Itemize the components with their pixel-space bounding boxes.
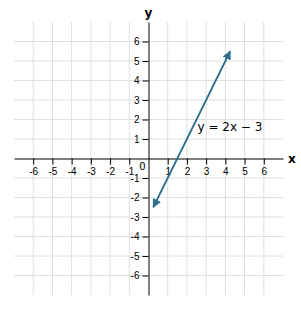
annotation: y = 2x − 3 bbox=[197, 120, 262, 134]
tick-mark bbox=[225, 159, 226, 165]
tick-label: 6 bbox=[134, 36, 140, 47]
tick-mark bbox=[206, 159, 207, 165]
tick-label: -5 bbox=[131, 251, 140, 262]
tick-label: 2 bbox=[134, 114, 140, 125]
tick-label: -3 bbox=[131, 212, 140, 223]
tick-mark bbox=[264, 159, 265, 165]
y-axis-title: y bbox=[145, 6, 153, 20]
tick: -3 bbox=[131, 212, 149, 223]
x-axis-title: x bbox=[288, 152, 296, 166]
tick: 5 bbox=[134, 56, 149, 67]
tick: -1 bbox=[131, 173, 149, 184]
tick-label: 3 bbox=[134, 95, 140, 106]
tick: -6 bbox=[131, 270, 149, 281]
tick-mark bbox=[143, 120, 149, 121]
axis-line bbox=[149, 23, 150, 296]
y-axis: -6 -5 -4 -3 -2 -1 1 2 3 4 5 6 bbox=[131, 23, 149, 296]
tick-label: 3 bbox=[204, 166, 210, 177]
tick-label: -3 bbox=[87, 166, 96, 177]
tick-label: 5 bbox=[242, 166, 248, 177]
tick: -4 bbox=[68, 159, 77, 177]
annotation: 0 bbox=[139, 161, 145, 172]
tick-label: 5 bbox=[134, 56, 140, 67]
tick: -5 bbox=[48, 159, 57, 177]
tick-label: -5 bbox=[48, 166, 57, 177]
tick-mark bbox=[33, 159, 34, 165]
tick: 1 bbox=[134, 134, 149, 145]
tick-label: 4 bbox=[223, 166, 229, 177]
tick-label: -4 bbox=[68, 166, 77, 177]
tick: 6 bbox=[262, 159, 268, 177]
tick-mark bbox=[245, 159, 246, 165]
tick: -6 bbox=[29, 159, 38, 177]
tick: -3 bbox=[87, 159, 96, 177]
tick-label: -6 bbox=[131, 270, 140, 281]
tick-mark bbox=[143, 81, 149, 82]
tick: -2 bbox=[131, 192, 149, 203]
grid bbox=[14, 22, 283, 295]
tick-label: -4 bbox=[131, 231, 140, 242]
tick: 2 bbox=[134, 114, 149, 125]
tick: 5 bbox=[242, 159, 248, 177]
tick-label: 1 bbox=[134, 134, 140, 145]
tick-label: 2 bbox=[185, 166, 191, 177]
tick-mark bbox=[143, 198, 149, 199]
tick-mark bbox=[143, 100, 149, 101]
tick-mark bbox=[143, 42, 149, 43]
tick: 3 bbox=[204, 159, 210, 177]
tick-mark bbox=[110, 159, 111, 165]
tick-mark bbox=[168, 159, 169, 165]
tick: 6 bbox=[134, 36, 149, 47]
tick-mark bbox=[143, 217, 149, 218]
tick-label: 4 bbox=[134, 75, 140, 86]
tick: -5 bbox=[131, 251, 149, 262]
tick-mark bbox=[72, 159, 73, 165]
tick-mark bbox=[143, 61, 149, 62]
tick-label: -2 bbox=[106, 166, 115, 177]
tick: -2 bbox=[106, 159, 115, 177]
tick-mark bbox=[143, 276, 149, 277]
tick-label: -2 bbox=[131, 192, 140, 203]
tick-mark bbox=[91, 159, 92, 165]
tick: 4 bbox=[223, 159, 229, 177]
tick-mark bbox=[143, 139, 149, 140]
chart: -6-5-4-3-2-1123456-6-5-4-3-2-1123456xy0y… bbox=[0, 0, 301, 309]
tick-mark bbox=[143, 256, 149, 257]
tick: -4 bbox=[131, 231, 149, 242]
tick: 3 bbox=[134, 95, 149, 106]
tick: 4 bbox=[134, 75, 149, 86]
tick-mark bbox=[129, 159, 130, 165]
tick-mark bbox=[143, 178, 149, 179]
tick-label: -6 bbox=[29, 166, 38, 177]
tick-label: 6 bbox=[262, 166, 268, 177]
tick: 2 bbox=[185, 159, 191, 177]
tick-mark bbox=[187, 159, 188, 165]
tick-label: -1 bbox=[131, 173, 140, 184]
tick-mark bbox=[52, 159, 53, 165]
tick-mark bbox=[143, 237, 149, 238]
